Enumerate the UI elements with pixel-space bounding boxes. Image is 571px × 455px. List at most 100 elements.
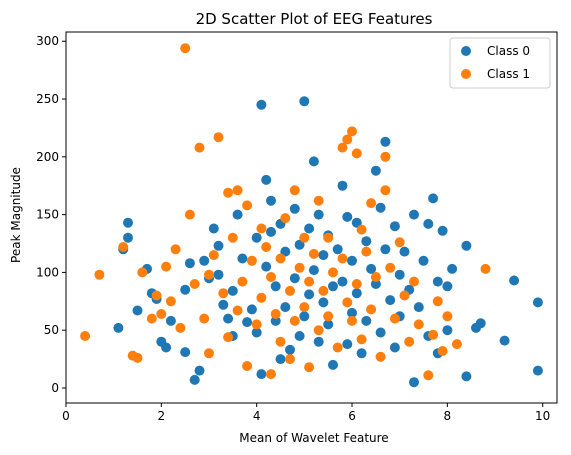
data-point-series-1 xyxy=(323,311,334,322)
data-point-series-0 xyxy=(294,239,305,250)
y-tick-label: 300 xyxy=(36,34,59,48)
data-point-series-0 xyxy=(437,225,448,236)
data-point-series-1 xyxy=(170,244,181,255)
data-point-series-1 xyxy=(399,290,410,301)
y-tick-label: 150 xyxy=(36,208,59,222)
chart-title: 2D Scatter Plot of EEG Features xyxy=(196,10,433,28)
data-point-series-0 xyxy=(208,223,219,234)
data-point-series-0 xyxy=(509,275,520,286)
data-point-series-0 xyxy=(532,365,543,376)
data-point-series-1 xyxy=(285,285,295,296)
data-point-series-1 xyxy=(204,269,214,280)
data-point-series-1 xyxy=(275,336,286,347)
data-point-series-1 xyxy=(313,195,324,206)
data-point-series-1 xyxy=(137,267,148,278)
data-point-series-0 xyxy=(123,232,133,243)
data-point-series-1 xyxy=(480,263,491,274)
data-point-series-0 xyxy=(389,342,400,353)
data-point-series-0 xyxy=(361,315,372,326)
data-point-series-0 xyxy=(285,344,295,355)
data-point-series-0 xyxy=(342,339,353,350)
data-point-series-0 xyxy=(270,315,281,326)
data-point-series-0 xyxy=(447,263,458,274)
data-point-series-0 xyxy=(132,305,143,316)
data-point-series-0 xyxy=(123,217,133,228)
data-point-series-0 xyxy=(351,288,362,299)
data-point-series-1 xyxy=(270,309,281,319)
data-point-series-1 xyxy=(442,311,453,322)
data-point-series-1 xyxy=(294,262,305,273)
data-point-series-1 xyxy=(356,334,367,345)
data-point-series-1 xyxy=(275,253,286,264)
data-point-series-0 xyxy=(370,279,381,289)
data-point-series-1 xyxy=(251,319,262,330)
data-point-series-1 xyxy=(223,187,234,198)
data-point-series-1 xyxy=(347,126,357,137)
data-point-series-1 xyxy=(118,242,129,252)
data-point-series-0 xyxy=(304,223,315,234)
data-point-series-0 xyxy=(323,319,334,330)
data-point-series-1 xyxy=(304,362,315,373)
y-tick-label: 0 xyxy=(51,381,59,395)
data-point-series-1 xyxy=(370,272,381,282)
data-point-series-1 xyxy=(232,305,243,316)
data-point-series-1 xyxy=(266,369,276,380)
data-point-series-1 xyxy=(366,304,377,315)
data-point-series-1 xyxy=(180,43,191,54)
data-point-series-0 xyxy=(299,96,310,107)
data-point-series-0 xyxy=(461,371,472,382)
data-point-series-1 xyxy=(232,185,243,196)
data-point-series-0 xyxy=(218,299,229,310)
data-point-series-0 xyxy=(394,269,405,280)
x-tick-label: 0 xyxy=(62,409,70,423)
data-point-series-0 xyxy=(385,295,396,306)
legend-label: Class 0 xyxy=(487,44,530,58)
data-point-series-1 xyxy=(366,198,377,209)
data-point-series-1 xyxy=(437,346,448,356)
data-point-series-0 xyxy=(256,99,267,110)
data-point-series-0 xyxy=(318,297,329,308)
y-tick-label: 100 xyxy=(36,265,59,279)
x-tick-label: 8 xyxy=(444,409,452,423)
data-point-series-0 xyxy=(347,307,357,318)
data-point-series-1 xyxy=(285,354,295,365)
data-point-series-1 xyxy=(299,232,310,243)
data-point-series-1 xyxy=(351,279,362,289)
data-point-series-1 xyxy=(323,232,334,243)
data-point-series-1 xyxy=(223,332,234,343)
data-point-series-0 xyxy=(461,240,472,251)
data-point-series-1 xyxy=(189,279,200,289)
data-point-series-1 xyxy=(80,331,91,341)
data-point-series-1 xyxy=(409,276,419,287)
data-point-series-0 xyxy=(232,209,243,220)
data-point-series-0 xyxy=(261,261,272,272)
data-point-series-0 xyxy=(189,374,200,385)
data-point-series-1 xyxy=(184,209,195,220)
data-point-series-1 xyxy=(146,313,157,324)
data-point-series-1 xyxy=(389,313,400,324)
data-point-series-1 xyxy=(227,232,238,243)
data-point-series-1 xyxy=(351,148,362,159)
legend: Class 0 Class 1 xyxy=(449,37,551,89)
data-point-series-0 xyxy=(213,269,224,280)
data-point-series-0 xyxy=(375,202,386,213)
data-point-series-1 xyxy=(413,319,424,330)
data-point-series-0 xyxy=(442,325,453,336)
data-point-series-1 xyxy=(161,261,172,272)
data-point-series-1 xyxy=(380,185,391,196)
data-point-series-1 xyxy=(289,185,300,196)
data-point-series-0 xyxy=(399,246,410,257)
data-point-series-1 xyxy=(347,315,357,326)
data-point-series-1 xyxy=(237,276,248,287)
data-point-series-0 xyxy=(328,359,338,370)
data-point-series-0 xyxy=(294,331,305,341)
legend-label: Class 1 xyxy=(487,67,530,81)
data-point-series-0 xyxy=(237,253,248,264)
data-point-series-1 xyxy=(451,339,462,350)
data-point-series-0 xyxy=(409,209,419,220)
y-tick-label: 50 xyxy=(44,323,59,337)
data-point-series-0 xyxy=(347,255,357,266)
data-point-series-1 xyxy=(356,224,367,235)
x-tick-label: 2 xyxy=(158,409,166,423)
data-point-series-0 xyxy=(289,203,300,214)
